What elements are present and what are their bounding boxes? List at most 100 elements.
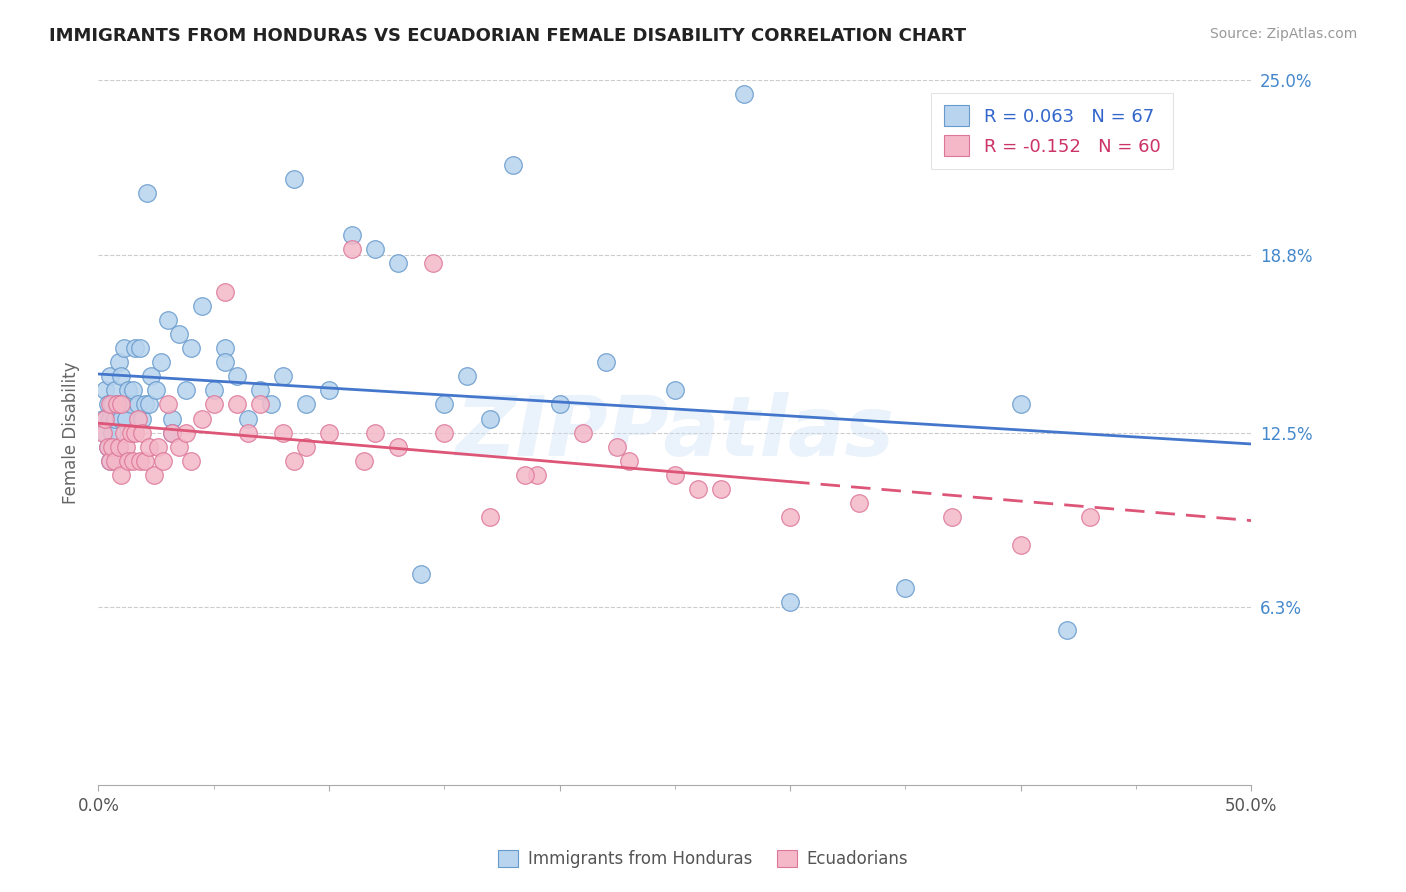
Point [283, 454, 305, 468]
Point [283, 172, 305, 186]
Point [152, 454, 174, 468]
Point [108, 355, 131, 369]
Point [160, 411, 183, 425]
Point [318, 425, 340, 440]
Point [131, 425, 153, 440]
Point [110, 369, 132, 384]
Point [271, 369, 294, 384]
Point [571, 425, 593, 440]
Legend: Immigrants from Honduras, Ecuadorians: Immigrants from Honduras, Ecuadorians [491, 843, 915, 875]
Point [115, 411, 138, 425]
Point [1010, 397, 1032, 411]
Point [129, 454, 152, 468]
Point [353, 454, 375, 468]
Point [110, 397, 132, 411]
Point [606, 440, 628, 454]
Point [138, 440, 160, 454]
Point [479, 510, 502, 524]
Point [710, 482, 733, 496]
Point [91, 411, 114, 425]
Point [167, 326, 190, 341]
Point [112, 425, 135, 440]
Point [1010, 538, 1032, 552]
Point [105, 397, 128, 411]
Point [686, 482, 709, 496]
Point [160, 425, 183, 440]
Point [110, 467, 132, 482]
Point [249, 384, 271, 398]
Point [433, 397, 456, 411]
Point [225, 397, 247, 411]
Point [105, 397, 128, 411]
Legend: R = 0.063   N = 67, R = -0.152   N = 60: R = 0.063 N = 67, R = -0.152 N = 60 [931, 93, 1173, 169]
Point [941, 510, 963, 524]
Point [120, 397, 142, 411]
Point [1078, 510, 1101, 524]
Point [117, 384, 139, 398]
Point [101, 425, 124, 440]
Point [456, 369, 478, 384]
Point [117, 454, 139, 468]
Point [103, 411, 125, 425]
Point [94, 411, 117, 425]
Point [387, 256, 409, 270]
Point [127, 397, 149, 411]
Point [225, 369, 247, 384]
Point [894, 581, 917, 595]
Point [779, 510, 801, 524]
Point [145, 384, 167, 398]
Point [260, 397, 283, 411]
Point [124, 341, 146, 355]
Point [433, 425, 456, 440]
Point [318, 384, 340, 398]
Point [97, 440, 120, 454]
Point [1056, 623, 1078, 637]
Point [548, 397, 571, 411]
Point [134, 397, 156, 411]
Point [94, 425, 117, 440]
Point [202, 397, 225, 411]
Point [617, 454, 640, 468]
Text: Source: ZipAtlas.com: Source: ZipAtlas.com [1209, 27, 1357, 41]
Point [131, 411, 153, 425]
Point [108, 440, 131, 454]
Text: ZIPPatlas: ZIPPatlas [456, 392, 894, 473]
Text: IMMIGRANTS FROM HONDURAS VS ECUADORIAN FEMALE DISABILITY CORRELATION CHART: IMMIGRANTS FROM HONDURAS VS ECUADORIAN F… [49, 27, 966, 45]
Point [387, 440, 409, 454]
Point [214, 341, 236, 355]
Point [141, 369, 163, 384]
Point [595, 355, 617, 369]
Point [115, 440, 138, 454]
Point [664, 384, 686, 398]
Point [502, 158, 524, 172]
Point [148, 440, 170, 454]
Point [295, 440, 318, 454]
Point [149, 355, 172, 369]
Point [120, 425, 142, 440]
Point [91, 425, 114, 440]
Point [411, 566, 433, 581]
Point [340, 228, 363, 243]
Point [214, 285, 236, 299]
Point [479, 411, 502, 425]
Point [103, 454, 125, 468]
Point [98, 397, 121, 411]
Point [101, 440, 124, 454]
Point [138, 397, 160, 411]
Point [108, 440, 131, 454]
Point [271, 425, 294, 440]
Point [103, 384, 125, 398]
Point [97, 440, 120, 454]
Y-axis label: Female Disability: Female Disability [62, 361, 80, 504]
Point [364, 425, 387, 440]
Point [779, 595, 801, 609]
Point [98, 411, 121, 425]
Point [101, 397, 124, 411]
Point [156, 313, 179, 327]
Point [167, 440, 190, 454]
Point [526, 467, 548, 482]
Point [238, 425, 260, 440]
Point [214, 355, 236, 369]
Point [129, 341, 152, 355]
Point [295, 397, 318, 411]
